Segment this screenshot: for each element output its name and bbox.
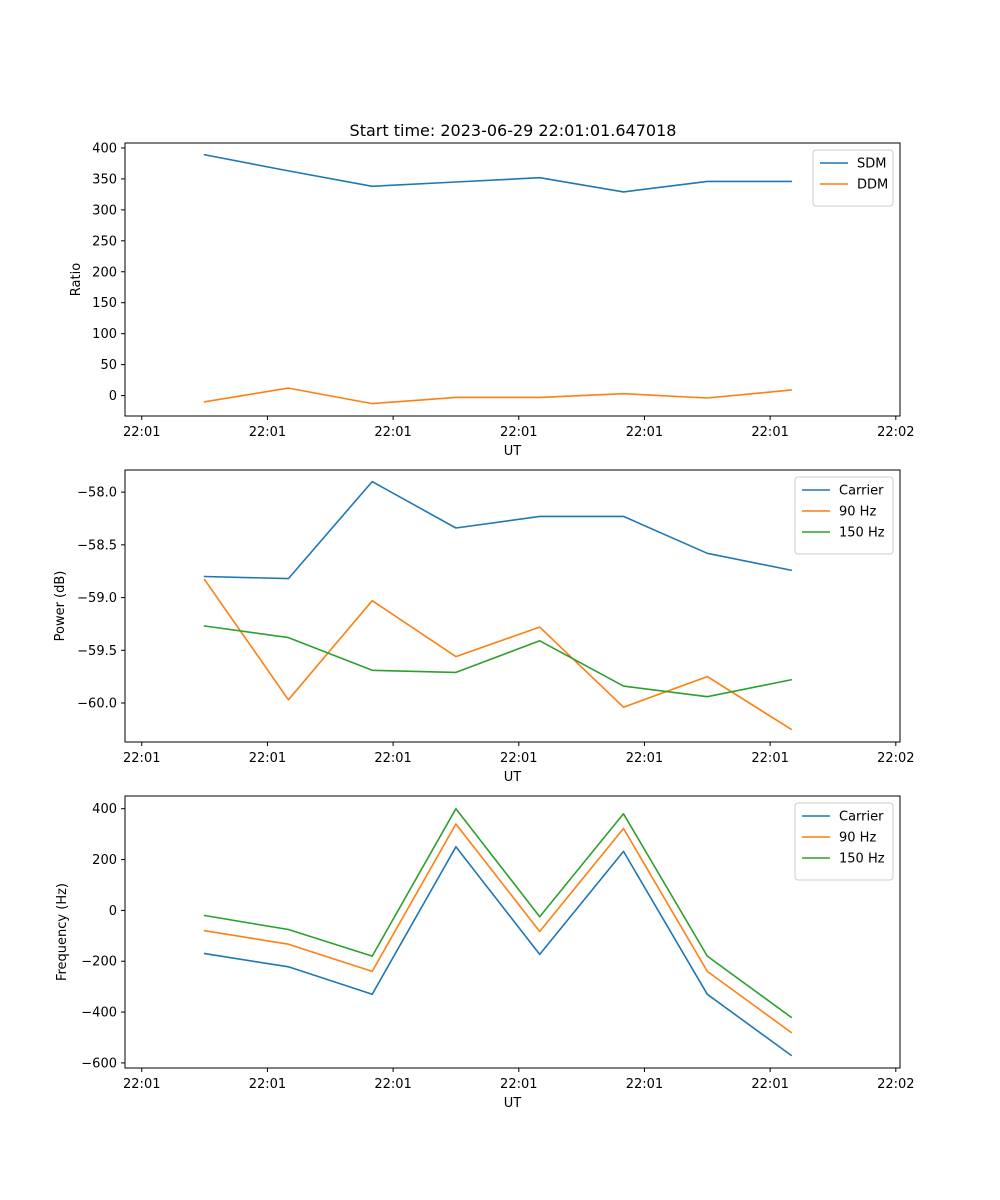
- x-tick-label-2-3: 22:01: [374, 751, 411, 766]
- y-tick-label-3-4: 0: [109, 904, 117, 919]
- chart-panels: 22:01 22:01 22:01 22:01 22:01 22:01 22:02 0 50 10…: [53, 141, 915, 1111]
- y-tick-label-3-6: 400: [92, 802, 117, 817]
- x-tick-label-3-7: 22:02: [877, 1077, 914, 1092]
- x-tick-label-1-1: 22:01: [123, 425, 160, 440]
- y-axis-label-2: Power (dB): [53, 571, 68, 642]
- x-tick-label-1-2: 22:01: [249, 425, 286, 440]
- y-tick-label-2-5: −58.0: [77, 486, 117, 501]
- y-tick-label-1-4: 150: [92, 296, 117, 311]
- x-tick-label-1-4: 22:01: [500, 425, 537, 440]
- x-tick-label-3-6: 22:01: [751, 1077, 788, 1092]
- x-tick-label-1-3: 22:01: [374, 425, 411, 440]
- x-tick-label-2-1: 22:01: [123, 751, 160, 766]
- y-tick-label-3-2: −400: [81, 1006, 117, 1021]
- y-tick-label-2-3: −59.0: [77, 591, 117, 606]
- x-tick-label-2-5: 22:01: [626, 751, 663, 766]
- plot-frame-1: [124, 142, 901, 417]
- y-tick-label-1-3: 100: [92, 327, 117, 342]
- y-tick-label-1-7: 300: [92, 203, 117, 218]
- x-tick-label-1-7: 22:02: [877, 425, 914, 440]
- legend-label-1-2: DDM: [857, 178, 888, 193]
- chart-panel-2: 22:01 22:01 22:01 22:01 22:01 22:01 22:02 −60.0…: [53, 469, 915, 785]
- y-tick-label-2-4: −58.5: [77, 538, 117, 553]
- y-tick-label-1-9: 400: [92, 141, 117, 156]
- y-tick-label-2-2: −59.5: [77, 644, 117, 659]
- y-tick-label-3-3: −200: [81, 955, 117, 970]
- legend-box-1: [812, 149, 894, 207]
- y-tick-label-1-5: 200: [92, 265, 117, 280]
- legend-label-3-1: Carrier: [839, 810, 884, 825]
- series-line-3-2: [203, 823, 793, 1034]
- y-axis-label-3: Frequency (Hz): [55, 883, 70, 981]
- y-axis-label-1: Ratio: [69, 263, 84, 296]
- x-axis-label-3: UT: [504, 1096, 522, 1111]
- x-tick-label-2-2: 22:01: [249, 751, 286, 766]
- plot-frame-3: [124, 795, 901, 1069]
- legend-label-1-1: SDM: [857, 157, 886, 172]
- x-axis-label-2: UT: [504, 770, 522, 785]
- x-tick-label-3-4: 22:01: [500, 1077, 537, 1092]
- legend-label-2-3: 150 Hz: [839, 526, 885, 541]
- x-axis-label-1: UT: [504, 444, 522, 459]
- y-tick-label-2-1: −60.0: [77, 696, 117, 711]
- x-tick-label-2-4: 22:01: [500, 751, 537, 766]
- legend-label-2-2: 90 Hz: [839, 505, 876, 520]
- y-tick-label-1-1: 0: [109, 389, 117, 404]
- plot-frame-2: [124, 469, 901, 743]
- legend-label-3-3: 150 Hz: [839, 852, 885, 867]
- x-tick-label-3-3: 22:01: [374, 1077, 411, 1092]
- y-tick-label-3-5: 200: [92, 853, 117, 868]
- x-tick-label-2-6: 22:01: [751, 751, 788, 766]
- x-tick-label-3-5: 22:01: [626, 1077, 663, 1092]
- y-tick-label-1-6: 250: [92, 234, 117, 249]
- legend-3: Carrier 90 Hz 150 Hz: [794, 802, 894, 881]
- y-tick-label-3-1: −600: [81, 1056, 117, 1071]
- chart-panel-1: 22:01 22:01 22:01 22:01 22:01 22:01 22:02 0 50 10…: [69, 141, 915, 459]
- series-line-1-2: [203, 387, 792, 405]
- y-tick-label-1-2: 50: [100, 358, 117, 373]
- series-line-3-1: [203, 845, 793, 1057]
- chart-panel-3: 22:01 22:01 22:01 22:01 22:01 22:01 22:02 −600 −…: [55, 795, 915, 1111]
- x-tick-label-3-1: 22:01: [123, 1077, 160, 1092]
- legend-box-2: [794, 476, 894, 555]
- series-line-3-3: [203, 807, 793, 1019]
- legend-box-3: [794, 802, 894, 881]
- legend-label-3-2: 90 Hz: [839, 831, 876, 846]
- chart-title: Start time: 2023-06-29 22:01:01.647018: [350, 121, 677, 140]
- x-tick-label-2-7: 22:02: [877, 751, 914, 766]
- x-tick-label-3-2: 22:01: [249, 1077, 286, 1092]
- series-line-2-1: [203, 480, 793, 580]
- y-tick-label-1-8: 350: [92, 172, 117, 187]
- series-line-1-1: [203, 153, 792, 193]
- legend-label-2-1: Carrier: [839, 484, 884, 499]
- x-tick-label-1-6: 22:01: [751, 425, 788, 440]
- legend-2: Carrier 90 Hz 150 Hz: [794, 476, 894, 555]
- series-line-2-2: [203, 578, 793, 731]
- legend-1: SDM DDM: [812, 149, 894, 207]
- x-tick-label-1-5: 22:01: [626, 425, 663, 440]
- series-line-2-3: [203, 625, 793, 698]
